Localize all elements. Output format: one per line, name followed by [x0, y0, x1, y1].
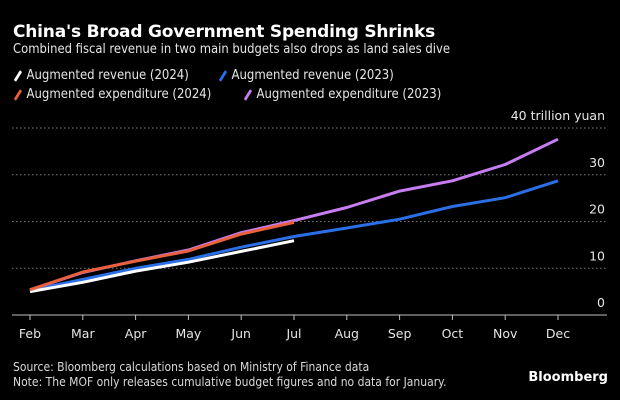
y-tick-label: 20: [589, 202, 605, 217]
y-tick-label: 30: [589, 155, 605, 170]
x-tick-label: Sep: [388, 326, 412, 341]
series-line-augmented-revenue-2023: [29, 179, 559, 292]
legend-item-revenue-2024: Augmented revenue (2024): [13, 68, 189, 83]
series-line-augmented-expenditure-2024: [29, 220, 295, 292]
x-tick-label: May: [175, 326, 201, 341]
x-axis: Feb Mar Apr May Jun Jul Aug Sep Oct Nov Dec: [12, 314, 607, 341]
legend-label: Augmented expenditure (2024): [26, 87, 212, 102]
legend: Augmented revenue (2024) Augmented reven…: [13, 66, 474, 104]
chart-title: China's Broad Government Spending Shrink…: [13, 22, 436, 42]
x-tick-label: Mar: [71, 326, 95, 341]
chart-subtitle: Combined fiscal revenue in two main budg…: [13, 42, 450, 57]
x-tick-label: Aug: [335, 326, 359, 341]
series-lines: [29, 137, 559, 294]
y-tick-label: 40 trillion yuan: [511, 108, 605, 123]
legend-label: Augmented revenue (2024): [26, 68, 189, 83]
x-tick-label: Dec: [546, 326, 570, 341]
legend-item-expenditure-2023: Augmented expenditure (2023): [243, 87, 442, 102]
x-tick-label: Oct: [442, 326, 464, 341]
legend-item-expenditure-2024: Augmented expenditure (2024): [13, 87, 211, 102]
bloomberg-logo: Bloomberg: [528, 370, 608, 385]
legend-item-revenue-2023: Augmented revenue (2023): [218, 68, 394, 83]
data-note: Note: The MOF only releases cumulative b…: [13, 375, 447, 389]
y-tick-label: 10: [589, 248, 605, 263]
legend-label: Augmented expenditure (2023): [256, 87, 442, 102]
x-tick-label: Jul: [285, 326, 301, 341]
y-tick-label: 0: [597, 295, 605, 310]
y-axis-labels: 0 10 20 30 40 trillion yuan: [511, 108, 605, 310]
series-line-augmented-revenue-2024: [29, 239, 295, 294]
x-tick-label: Apr: [125, 326, 147, 341]
footer: Source: Bloomberg calculations based on …: [13, 360, 495, 390]
source-note: Source: Bloomberg calculations based on …: [13, 360, 370, 374]
legend-label: Augmented revenue (2023): [231, 68, 395, 83]
x-tick-label: Nov: [493, 326, 518, 341]
x-tick-label: Feb: [19, 326, 41, 341]
x-tick-label: Jun: [230, 326, 251, 341]
gridlines: [12, 127, 607, 269]
